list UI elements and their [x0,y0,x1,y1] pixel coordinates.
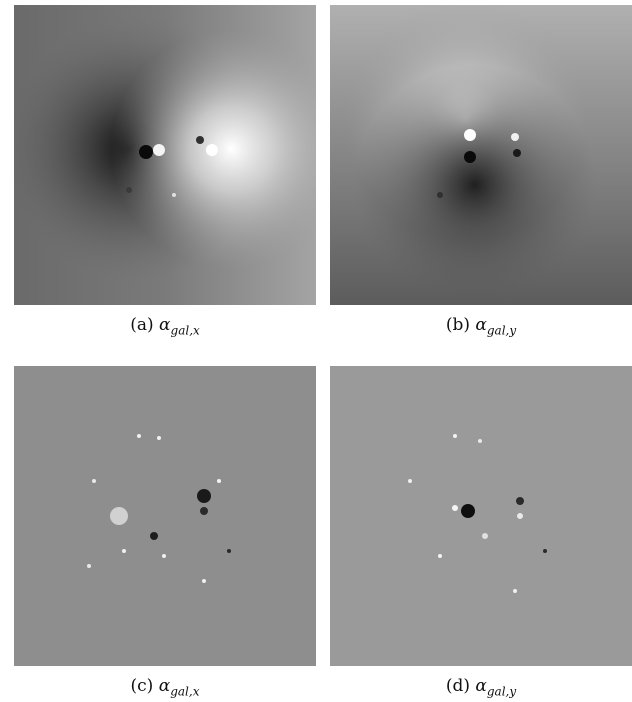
panel-a-caption: (a) αgal,x [130,315,200,338]
panel-d-image [330,366,632,666]
panel-c-image [14,366,316,666]
panel-a-image [14,5,316,305]
panel-c-caption: (c) αgal,x [130,676,200,699]
panel-d-caption: (d) αgal,y [445,676,517,699]
panel-b-caption: (b) αgal,y [445,315,517,338]
panel-b-image [330,5,632,305]
